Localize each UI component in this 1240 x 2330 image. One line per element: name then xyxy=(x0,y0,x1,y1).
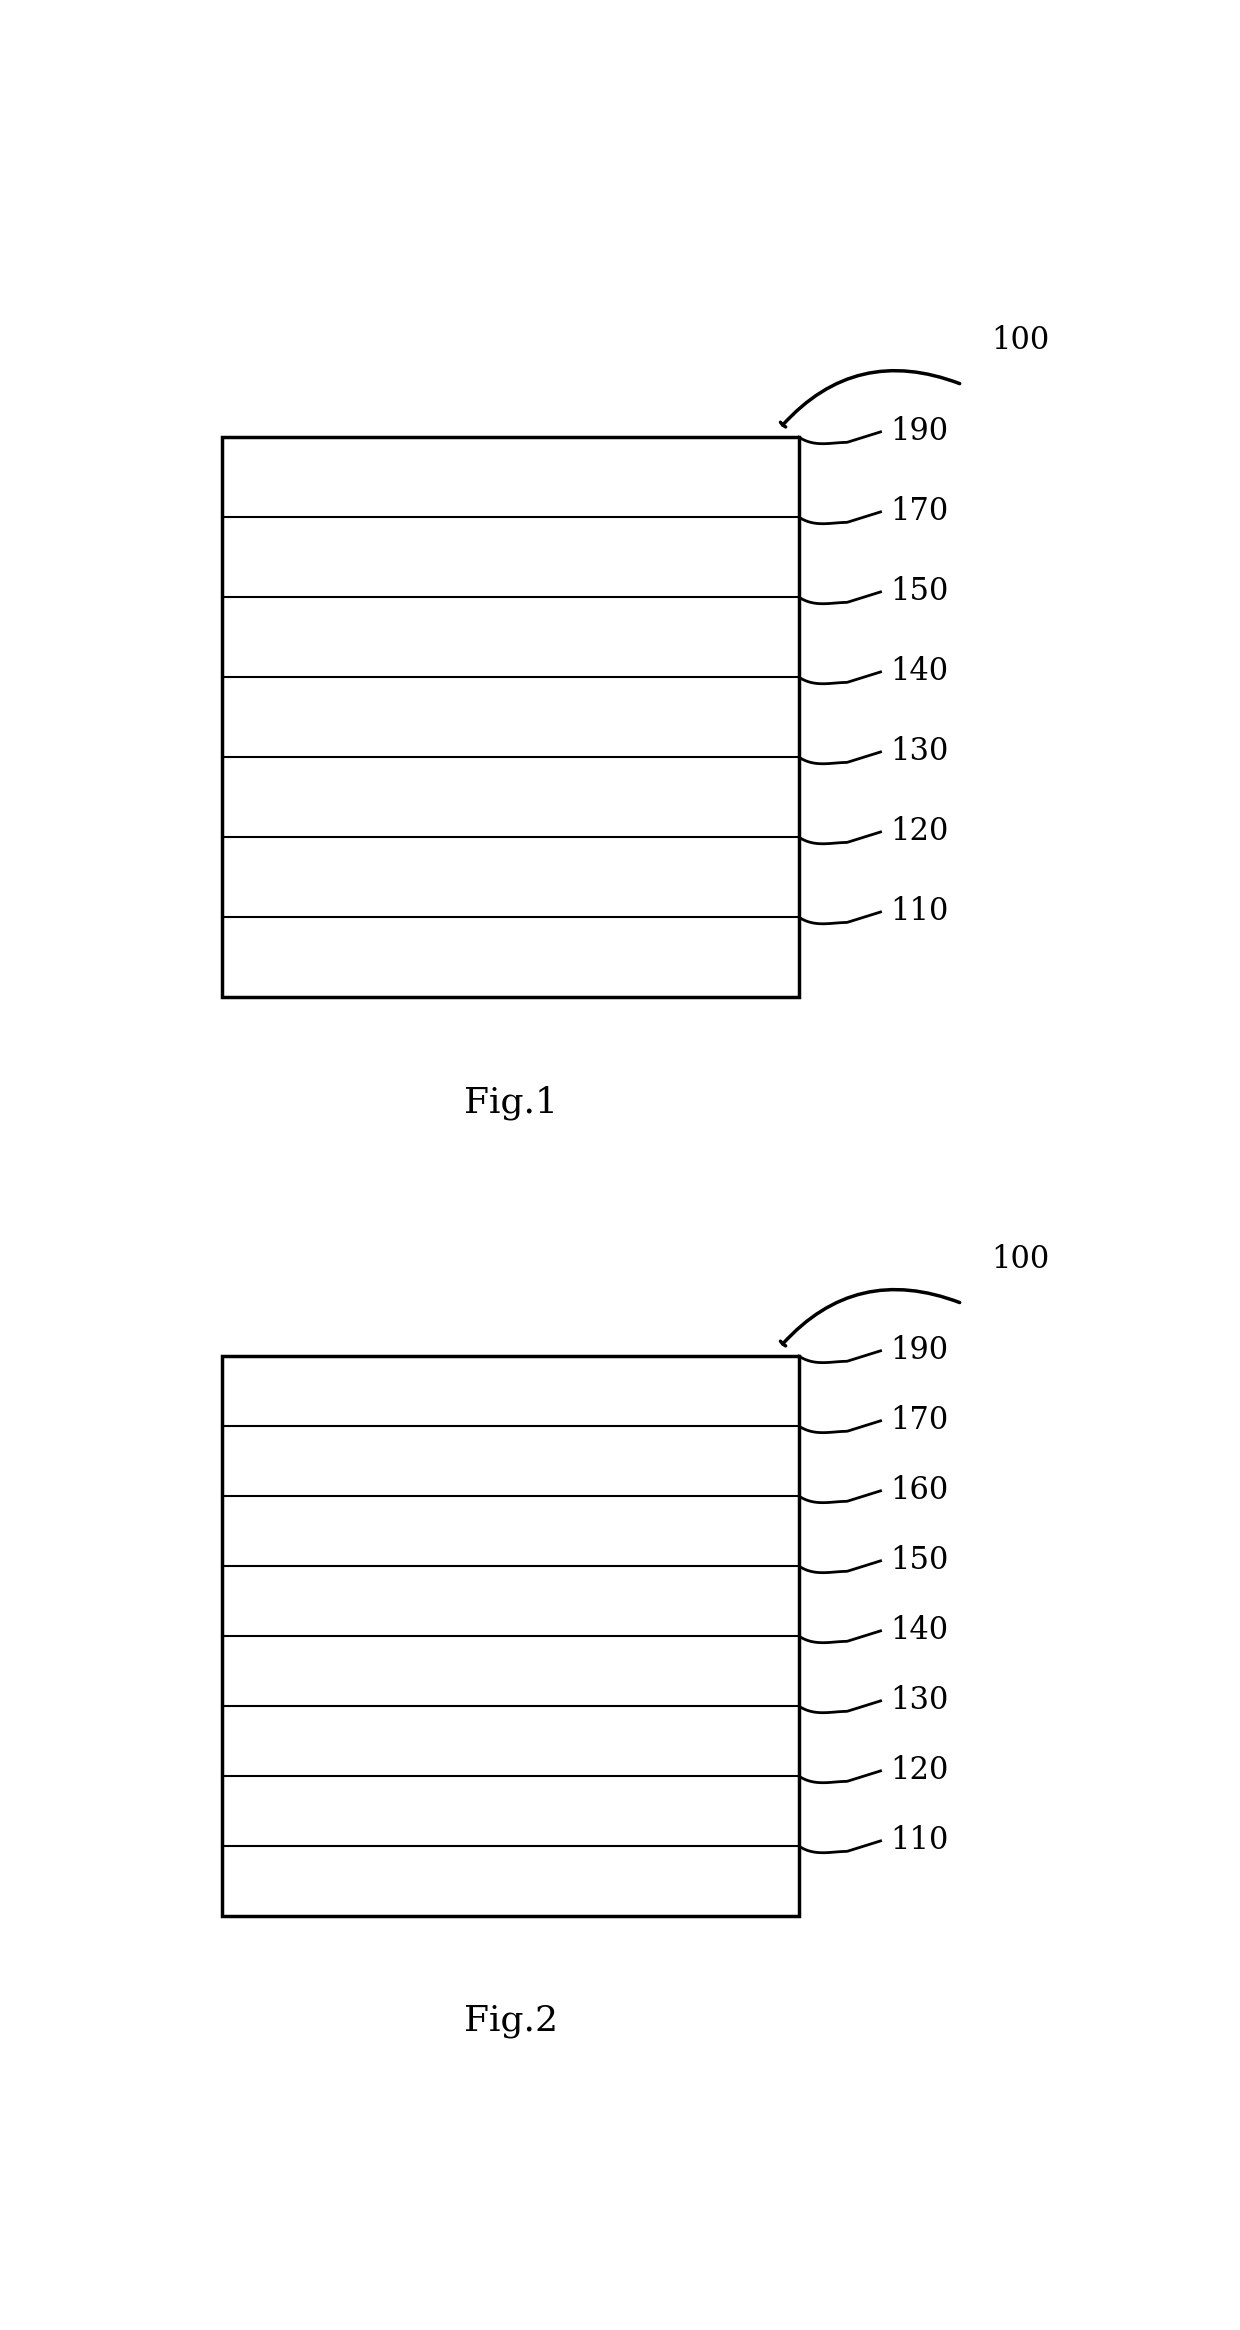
Text: Fig.2: Fig.2 xyxy=(464,2004,558,2039)
Text: 160: 160 xyxy=(890,1475,949,1505)
Text: 130: 130 xyxy=(890,1685,949,1717)
Text: 140: 140 xyxy=(890,657,949,687)
Text: 100: 100 xyxy=(991,1244,1049,1275)
Text: Fig.1: Fig.1 xyxy=(464,1086,558,1118)
Text: 170: 170 xyxy=(890,1405,949,1435)
Text: 170: 170 xyxy=(890,496,949,527)
Text: 100: 100 xyxy=(991,326,1049,356)
Text: 120: 120 xyxy=(890,1754,949,1787)
Bar xyxy=(222,1356,799,1915)
Text: 110: 110 xyxy=(890,897,949,927)
Text: 130: 130 xyxy=(890,736,949,767)
Text: 190: 190 xyxy=(890,417,949,447)
Bar xyxy=(222,438,799,997)
Text: 150: 150 xyxy=(890,1545,949,1577)
Text: 150: 150 xyxy=(890,576,949,608)
Text: 110: 110 xyxy=(890,1824,949,1857)
Text: 120: 120 xyxy=(890,816,949,848)
Text: 190: 190 xyxy=(890,1335,949,1365)
Text: 140: 140 xyxy=(890,1615,949,1647)
